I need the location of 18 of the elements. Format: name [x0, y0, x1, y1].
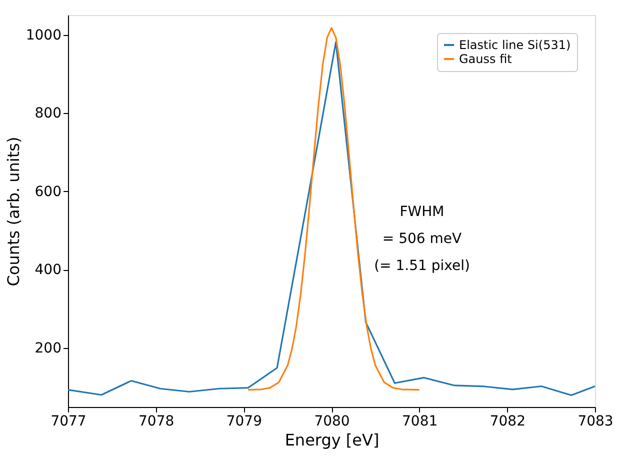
annotation: FWHM = 506 meV (= 1.51 pixel): [374, 204, 470, 274]
y-tick-label: 200: [34, 340, 62, 356]
x-tick-label: 7082: [490, 414, 526, 430]
x-tick-label: 7081: [402, 414, 438, 430]
y-tick-label: 400: [34, 262, 62, 278]
y-axis-title: Counts (arb. units): [4, 136, 23, 286]
x-tick-label: 7083: [578, 414, 614, 430]
y-tick-label: 1000: [26, 27, 62, 44]
x-tick-label: 7078: [138, 414, 174, 430]
legend-label: Elastic line Si(531): [459, 38, 571, 52]
x-tick-label: 7080: [314, 414, 350, 430]
legend-label: Gauss fit: [459, 52, 512, 66]
x-axis-title: Energy [eV]: [284, 430, 380, 450]
x-tick-label: 7077: [50, 414, 86, 430]
line-series: [68, 41, 595, 396]
y-tick-label: 600: [34, 184, 62, 200]
y-tick-label: 800: [34, 106, 62, 122]
x-tick-label: 7079: [226, 414, 262, 430]
